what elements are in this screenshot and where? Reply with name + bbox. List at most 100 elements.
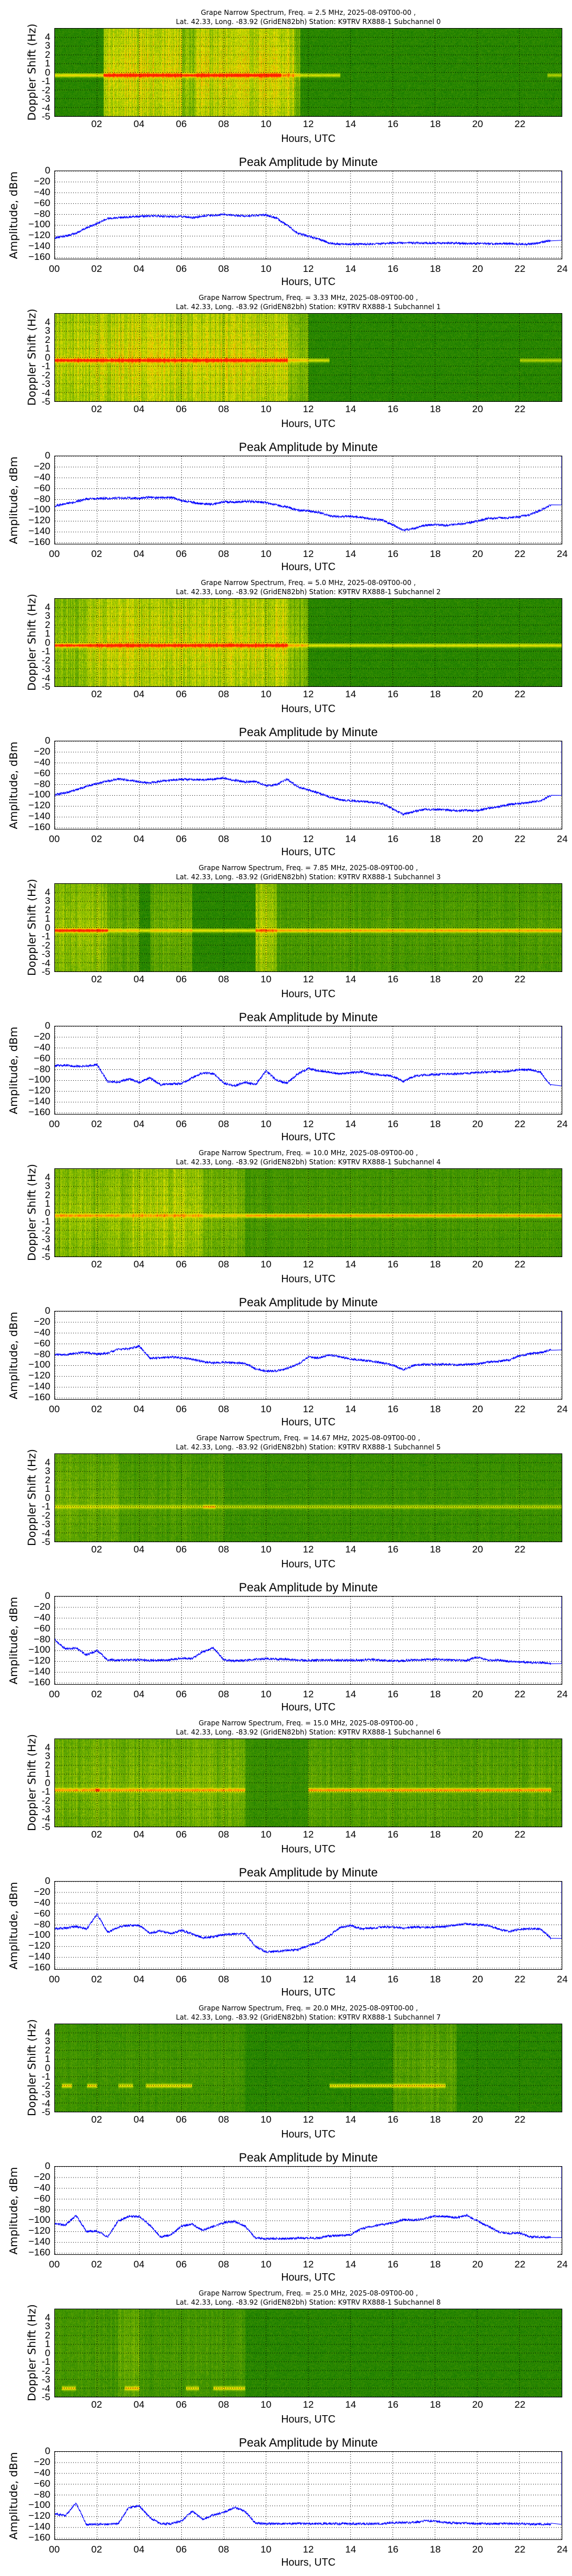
y-tick-label: 3 (45, 1465, 50, 1476)
y-tick-label: −120 (28, 800, 50, 811)
y-tick-label: 0 (45, 1590, 50, 1601)
line-plot-canvas (55, 456, 562, 544)
y-tick-label: 0 (45, 1875, 50, 1886)
x-tick-label: 18 (430, 1544, 441, 1555)
y-tick-label: −100 (28, 2499, 50, 2511)
y-tick-label: 1 (45, 913, 50, 924)
y-tick-label: 1 (45, 2053, 50, 2064)
spectrogram-grid (55, 29, 562, 116)
x-tick-label: 18 (430, 263, 441, 274)
y-tick-label: −20 (34, 1601, 50, 1612)
y-tick-label: 0 (45, 1207, 50, 1218)
spectrogram-title-line2: Lat. 42.33, Long. -83.92 (GridEN82bh) St… (176, 1728, 441, 1736)
x-tick-label: 00 (49, 1974, 60, 1985)
y-tick-label: -5 (41, 2107, 50, 2117)
x-tick-label: 16 (387, 2259, 399, 2270)
x-tick-label: 06 (176, 2259, 187, 2270)
y-tick-label: -2 (41, 1510, 50, 1521)
x-tick-label: 18 (430, 1974, 441, 1985)
x-axis-label: Hours, UTC (281, 2271, 336, 2283)
x-tick-label: 14 (345, 1829, 356, 1840)
x-axis-label: Hours, UTC (281, 561, 336, 572)
y-tick-label: 1 (45, 343, 50, 354)
x-tick-label: 18 (430, 1689, 441, 1700)
x-tick-label: 14 (345, 263, 356, 274)
y-tick-label: −140 (28, 526, 50, 537)
spectrogram-title-line2: Lat. 42.33, Long. -83.92 (GridEN82bh) St… (176, 18, 441, 26)
spectrogram-title-line2: Lat. 42.33, Long. -83.92 (GridEN82bh) St… (176, 1443, 441, 1451)
y-tick-label: 0 (45, 2347, 50, 2358)
x-tick-label: 20 (472, 1974, 483, 1985)
y-tick-label: 1 (45, 1768, 50, 1779)
x-tick-label: 14 (345, 404, 356, 414)
x-tick-label: 12 (303, 689, 314, 700)
x-tick-label: 12 (303, 1974, 314, 1985)
x-tick-label: 02 (91, 833, 102, 844)
x-tick-label: 20 (472, 1689, 483, 1700)
line-plot-canvas (55, 2452, 562, 2539)
x-axis-label: Hours, UTC (281, 1273, 336, 1285)
y-tick-label: −160 (28, 1392, 50, 1403)
line-plot-title: Peak Amplitude by Minute (239, 726, 378, 739)
x-tick-label: 12 (303, 1404, 314, 1415)
x-tick-label: 12 (303, 2259, 314, 2270)
y-tick-label: 0 (45, 1020, 50, 1031)
x-tick-label: 20 (472, 2114, 483, 2125)
x-tick-label: 12 (303, 2114, 314, 2125)
x-tick-label: 24 (557, 1404, 568, 1415)
y-tick-label: 0 (45, 637, 50, 648)
x-tick-label: 18 (430, 118, 441, 129)
amplitude-series-line (55, 1597, 562, 1665)
x-tick-label: 12 (303, 974, 314, 985)
y-tick-label: -4 (41, 2097, 50, 2109)
y-tick-label: -2 (41, 2365, 50, 2376)
y-tick-label: 2 (45, 904, 50, 915)
y-tick-label: −100 (28, 504, 50, 515)
x-tick-label: 08 (218, 548, 229, 559)
y-tick-label: −40 (34, 471, 50, 483)
y-tick-label: -5 (41, 1251, 50, 1262)
line-plot-title: Peak Amplitude by Minute (239, 1296, 378, 1309)
y-tick-label: -2 (41, 2080, 50, 2091)
y-tick-label: −80 (34, 1348, 50, 1360)
y-axis-label: Doppler Shift (Hz) (26, 1449, 38, 1546)
x-tick-label: 08 (218, 1404, 229, 1415)
y-tick-label: 2 (45, 49, 50, 60)
y-tick-label: −80 (34, 2203, 50, 2215)
x-tick-label: 22 (514, 974, 526, 985)
x-tick-label: 06 (176, 833, 187, 844)
y-tick-label: 0 (45, 1777, 50, 1788)
y-axis-label: Doppler Shift (Hz) (26, 2019, 38, 2116)
x-tick-label: 04 (133, 1544, 145, 1555)
y-tick-label: 1 (45, 2338, 50, 2349)
x-tick-label: 10 (260, 1689, 272, 1700)
y-tick-label: −120 (28, 2225, 50, 2237)
y-tick-label: 0 (45, 351, 50, 363)
x-tick-label: 16 (387, 118, 399, 129)
spectrogram-title-line2: Lat. 42.33, Long. -83.92 (GridEN82bh) St… (176, 2013, 441, 2021)
x-tick-label: 10 (260, 2114, 272, 2125)
line-plot-title: Peak Amplitude by Minute (239, 1011, 378, 1024)
y-tick-label: −100 (28, 2214, 50, 2226)
y-tick-label: −60 (34, 1622, 50, 1634)
x-tick-label: 18 (430, 1404, 441, 1415)
y-tick-label: −40 (34, 1897, 50, 1908)
y-tick-label: -3 (41, 1234, 50, 1244)
y-tick-label: -4 (41, 672, 50, 683)
x-tick-label: 02 (91, 689, 102, 700)
spectrogram-grid (55, 2024, 562, 2112)
y-tick-label: -3 (41, 2374, 50, 2385)
x-tick-label: 22 (514, 118, 526, 129)
y-tick-label: -2 (41, 939, 50, 951)
y-tick-label: -2 (41, 1224, 50, 1236)
x-tick-label: 12 (303, 1119, 314, 1129)
spectrogram-grid (55, 1739, 562, 1827)
amplitude-series-line (55, 2452, 562, 2527)
y-tick-label: −120 (28, 230, 50, 241)
y-tick-label: 3 (45, 1180, 50, 1191)
x-tick-label: 20 (472, 689, 483, 700)
x-tick-label: 16 (387, 263, 399, 274)
y-tick-label: 3 (45, 1751, 50, 1761)
x-tick-label: 06 (176, 548, 187, 559)
spectrogram-title-line1: Grape Narrow Spectrum, Freq. = 10.0 MHz,… (198, 1149, 418, 1157)
